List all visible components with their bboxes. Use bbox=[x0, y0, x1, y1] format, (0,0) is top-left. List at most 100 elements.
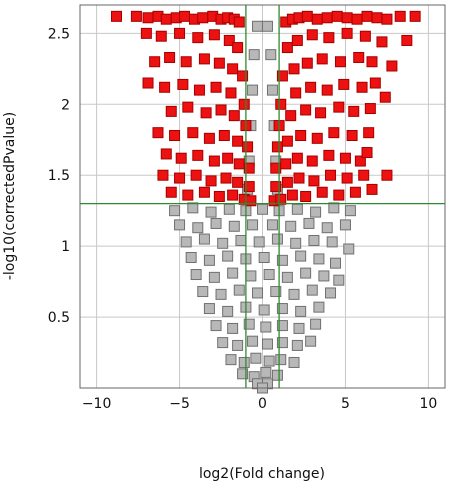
data-point-significant bbox=[228, 110, 240, 122]
data-point-not-significant bbox=[263, 269, 275, 281]
data-point-significant bbox=[142, 12, 154, 24]
data-point-not-significant bbox=[205, 206, 217, 218]
data-point-significant bbox=[288, 63, 300, 75]
data-point-not-significant bbox=[321, 222, 333, 234]
x-tick-label: 0 bbox=[258, 396, 267, 412]
data-point-significant bbox=[356, 81, 368, 93]
data-point-significant bbox=[160, 148, 172, 160]
data-point-significant bbox=[366, 183, 378, 195]
data-point-significant bbox=[371, 12, 383, 24]
data-point-significant bbox=[333, 101, 345, 113]
data-point-not-significant bbox=[295, 305, 307, 317]
data-point-significant bbox=[306, 29, 318, 41]
data-point-not-significant bbox=[305, 335, 317, 347]
data-point-not-significant bbox=[261, 20, 273, 32]
data-point-significant bbox=[271, 141, 283, 153]
data-point-not-significant bbox=[217, 337, 229, 349]
data-point-not-significant bbox=[265, 49, 277, 61]
data-point-significant bbox=[316, 53, 328, 65]
data-point-not-significant bbox=[245, 270, 257, 282]
data-point-significant bbox=[169, 130, 181, 142]
data-point-not-significant bbox=[237, 368, 249, 380]
data-point-not-significant bbox=[215, 288, 227, 300]
data-point-significant bbox=[182, 189, 194, 201]
data-point-significant bbox=[180, 56, 192, 68]
data-point-significant bbox=[286, 189, 298, 201]
data-point-significant bbox=[182, 101, 194, 113]
data-point-significant bbox=[300, 191, 312, 202]
data-point-significant bbox=[142, 77, 154, 89]
data-point-not-significant bbox=[203, 254, 215, 266]
data-point-not-significant bbox=[260, 366, 272, 378]
data-point-not-significant bbox=[295, 250, 307, 262]
data-point-not-significant bbox=[198, 233, 210, 245]
data-point-not-significant bbox=[187, 202, 199, 214]
data-point-significant bbox=[157, 169, 169, 181]
data-point-significant bbox=[227, 63, 239, 75]
data-point-significant bbox=[198, 53, 210, 65]
data-point-significant bbox=[305, 81, 317, 93]
data-point-not-significant bbox=[223, 203, 235, 215]
data-point-significant bbox=[232, 135, 244, 147]
data-point-not-significant bbox=[288, 356, 300, 368]
data-point-not-significant bbox=[190, 269, 202, 281]
data-point-significant bbox=[190, 169, 202, 181]
data-point-significant bbox=[237, 70, 249, 82]
data-point-significant bbox=[208, 29, 220, 41]
data-point-significant bbox=[177, 78, 189, 90]
data-point-significant bbox=[321, 84, 333, 96]
data-point-not-significant bbox=[185, 251, 197, 263]
data-point-significant bbox=[215, 104, 227, 116]
data-point-significant bbox=[285, 110, 297, 122]
data-point-not-significant bbox=[290, 237, 302, 249]
data-point-not-significant bbox=[222, 305, 234, 317]
data-point-significant bbox=[361, 10, 373, 22]
data-point-not-significant bbox=[258, 304, 270, 316]
data-point-significant bbox=[381, 13, 393, 25]
data-point-significant bbox=[339, 152, 351, 164]
data-point-significant bbox=[111, 10, 122, 22]
data-point-significant bbox=[130, 10, 142, 22]
data-point-significant bbox=[276, 70, 288, 82]
data-point-significant bbox=[323, 32, 335, 44]
data-point-significant bbox=[369, 77, 381, 89]
data-point-significant bbox=[381, 169, 393, 181]
y-tick-label: 2.5 bbox=[48, 26, 70, 42]
data-point-not-significant bbox=[303, 217, 315, 229]
x-tick-label: 10 bbox=[419, 396, 437, 412]
data-point-significant bbox=[140, 27, 152, 39]
data-point-significant bbox=[164, 51, 176, 63]
data-point-not-significant bbox=[300, 267, 312, 279]
y-tick-label: 2 bbox=[61, 97, 70, 113]
data-point-significant bbox=[223, 34, 235, 46]
x-tick-label: 5 bbox=[341, 396, 350, 412]
data-point-significant bbox=[328, 127, 340, 139]
data-point-significant bbox=[321, 12, 333, 24]
data-point-not-significant bbox=[276, 254, 288, 266]
data-point-significant bbox=[301, 10, 313, 22]
data-point-significant bbox=[409, 10, 421, 22]
data-point-not-significant bbox=[263, 355, 275, 367]
data-point-not-significant bbox=[235, 234, 247, 246]
data-point-not-significant bbox=[276, 320, 288, 332]
data-point-significant bbox=[232, 176, 244, 188]
data-point-significant bbox=[386, 60, 398, 72]
data-point-significant bbox=[280, 158, 292, 170]
data-point-significant bbox=[165, 186, 177, 198]
data-point-significant bbox=[220, 172, 232, 184]
data-point-not-significant bbox=[271, 369, 283, 381]
data-point-not-significant bbox=[318, 270, 330, 282]
data-point-significant bbox=[341, 12, 353, 24]
data-point-significant bbox=[275, 98, 287, 110]
data-point-significant bbox=[341, 27, 353, 39]
data-point-not-significant bbox=[203, 303, 215, 315]
data-point-significant bbox=[325, 169, 337, 181]
data-point-significant bbox=[174, 172, 186, 184]
data-point-significant bbox=[291, 152, 303, 164]
data-point-not-significant bbox=[313, 253, 325, 265]
data-point-not-significant bbox=[266, 219, 278, 231]
data-point-not-significant bbox=[208, 271, 220, 283]
data-point-significant bbox=[351, 13, 363, 25]
